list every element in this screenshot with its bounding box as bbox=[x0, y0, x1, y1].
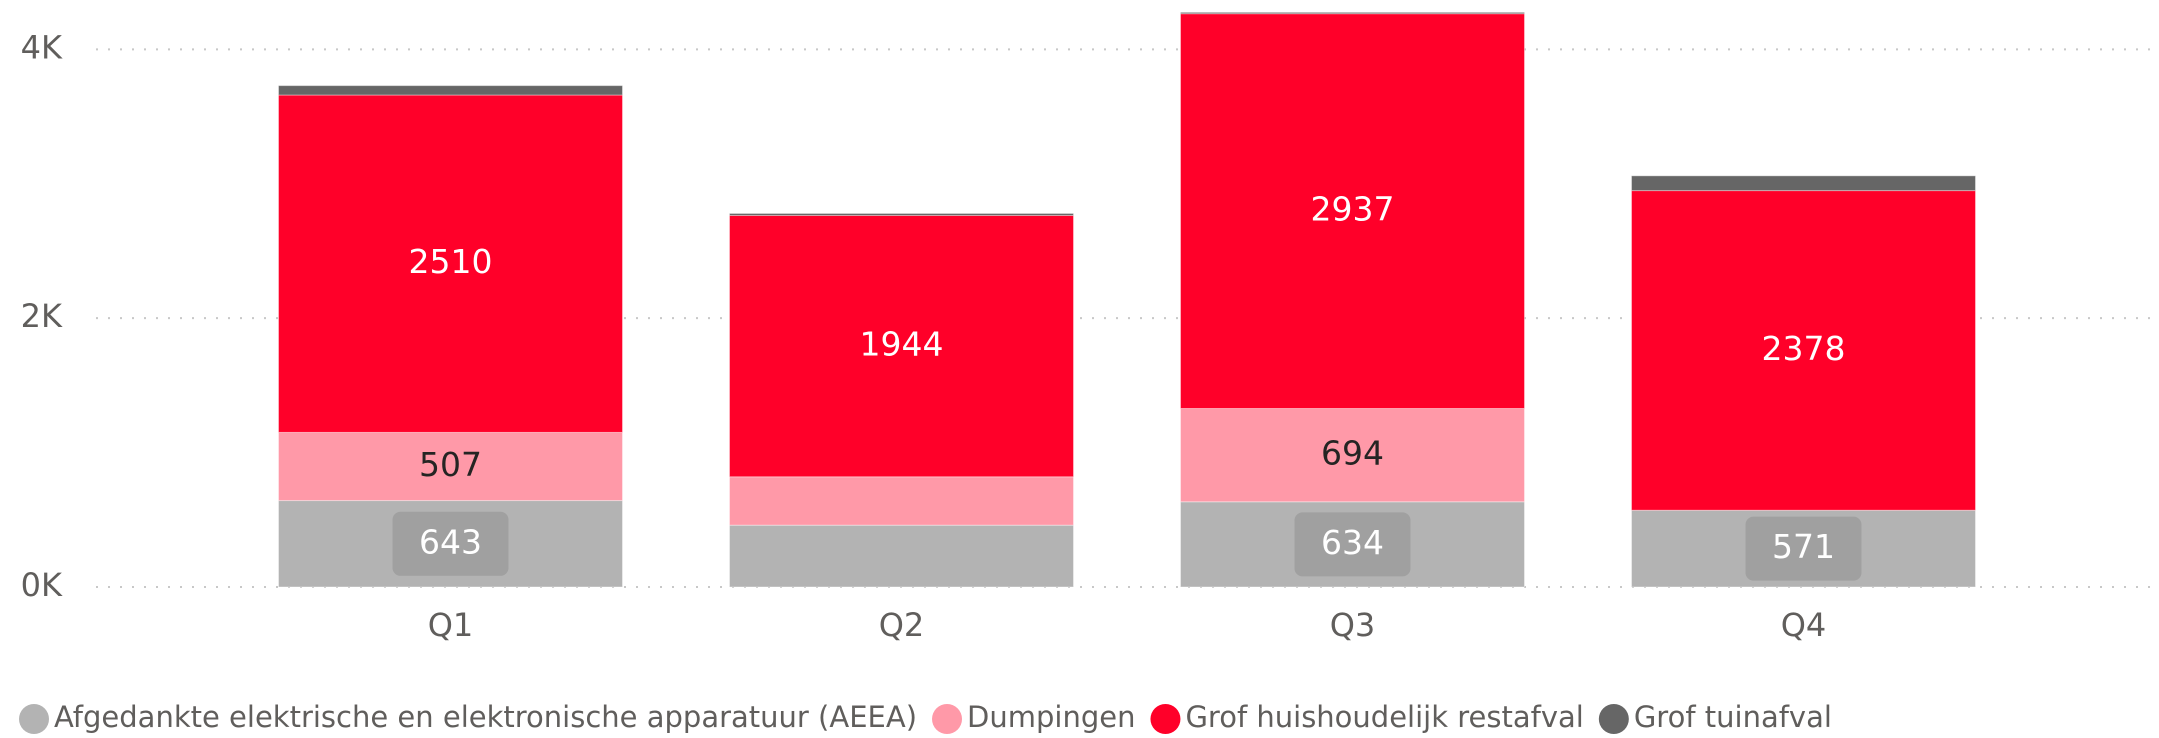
data-label: 2378 bbox=[1762, 329, 1846, 368]
legend-marker bbox=[1150, 704, 1181, 734]
bar-segment bbox=[729, 214, 1074, 478]
x-tick-label: Q2 bbox=[879, 606, 925, 644]
x-tick-label: Q4 bbox=[1781, 606, 1827, 644]
y-tick-label: 4K bbox=[21, 28, 63, 66]
data-label: 694 bbox=[1321, 434, 1384, 473]
label-background bbox=[1745, 516, 1862, 581]
bar-segment bbox=[1631, 175, 1976, 192]
label-background bbox=[392, 511, 509, 576]
legend-label: Afgedankte elektrische en elektronische … bbox=[54, 700, 917, 734]
bar-segment bbox=[278, 94, 623, 433]
legend-label: Grof tuinafval bbox=[1634, 700, 1832, 734]
data-label: 2510 bbox=[409, 242, 493, 281]
data-label: 2937 bbox=[1311, 190, 1395, 229]
bar-segment bbox=[1631, 190, 1976, 511]
y-tick-label: 2K bbox=[21, 297, 63, 335]
legend-label: Grof huishoudelijk restafval bbox=[1185, 700, 1583, 734]
data-label: 634 bbox=[1321, 523, 1384, 562]
y-tick-label: 0K bbox=[21, 566, 63, 604]
legend-marker bbox=[1598, 704, 1629, 734]
bar-segment bbox=[729, 476, 1074, 526]
bar-segment bbox=[729, 524, 1074, 588]
data-label: 571 bbox=[1772, 527, 1835, 566]
bar-segment bbox=[278, 431, 623, 502]
legend-marker bbox=[19, 704, 49, 734]
bar-segment bbox=[278, 85, 623, 96]
legend-marker bbox=[932, 704, 963, 734]
label-background bbox=[1294, 512, 1411, 577]
bar-segment bbox=[1180, 11, 1525, 15]
bar-segment bbox=[1180, 13, 1525, 409]
data-label: 1944 bbox=[860, 325, 944, 364]
data-label: 507 bbox=[419, 445, 482, 484]
data-label: 643 bbox=[419, 522, 482, 561]
x-tick-label: Q3 bbox=[1330, 606, 1376, 644]
legend-label: Dumpingen bbox=[967, 700, 1135, 734]
bar-segment bbox=[729, 212, 1074, 216]
x-tick-label: Q1 bbox=[428, 606, 474, 644]
